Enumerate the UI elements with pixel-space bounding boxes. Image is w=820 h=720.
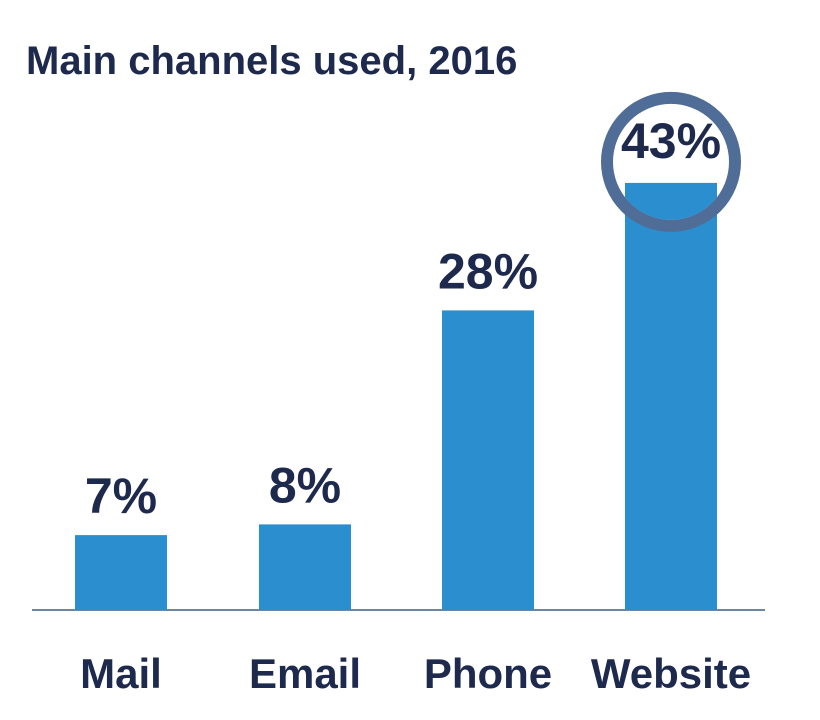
value-label-phone: 28% bbox=[438, 243, 538, 299]
bars-group bbox=[75, 149, 717, 610]
tick-label-mail: Mail bbox=[80, 650, 162, 697]
category-labels-group: Mail Email Phone Website bbox=[80, 650, 751, 697]
tick-label-phone: Phone bbox=[424, 650, 552, 697]
bar-mail bbox=[75, 535, 167, 610]
highlight-group bbox=[601, 91, 741, 232]
value-labels-group: 7% 8% 28% 43% bbox=[85, 113, 721, 524]
highlight-ring bbox=[601, 91, 741, 232]
value-label-email: 8% bbox=[269, 457, 341, 513]
chart-title: Main channels used, 2016 bbox=[26, 39, 517, 83]
tick-label-email: Email bbox=[249, 650, 361, 697]
value-label-mail: 7% bbox=[85, 468, 157, 524]
bar-email bbox=[259, 524, 351, 610]
bar-phone bbox=[442, 310, 534, 610]
value-label-website: 43% bbox=[621, 113, 721, 169]
tick-label-website: Website bbox=[591, 650, 751, 697]
